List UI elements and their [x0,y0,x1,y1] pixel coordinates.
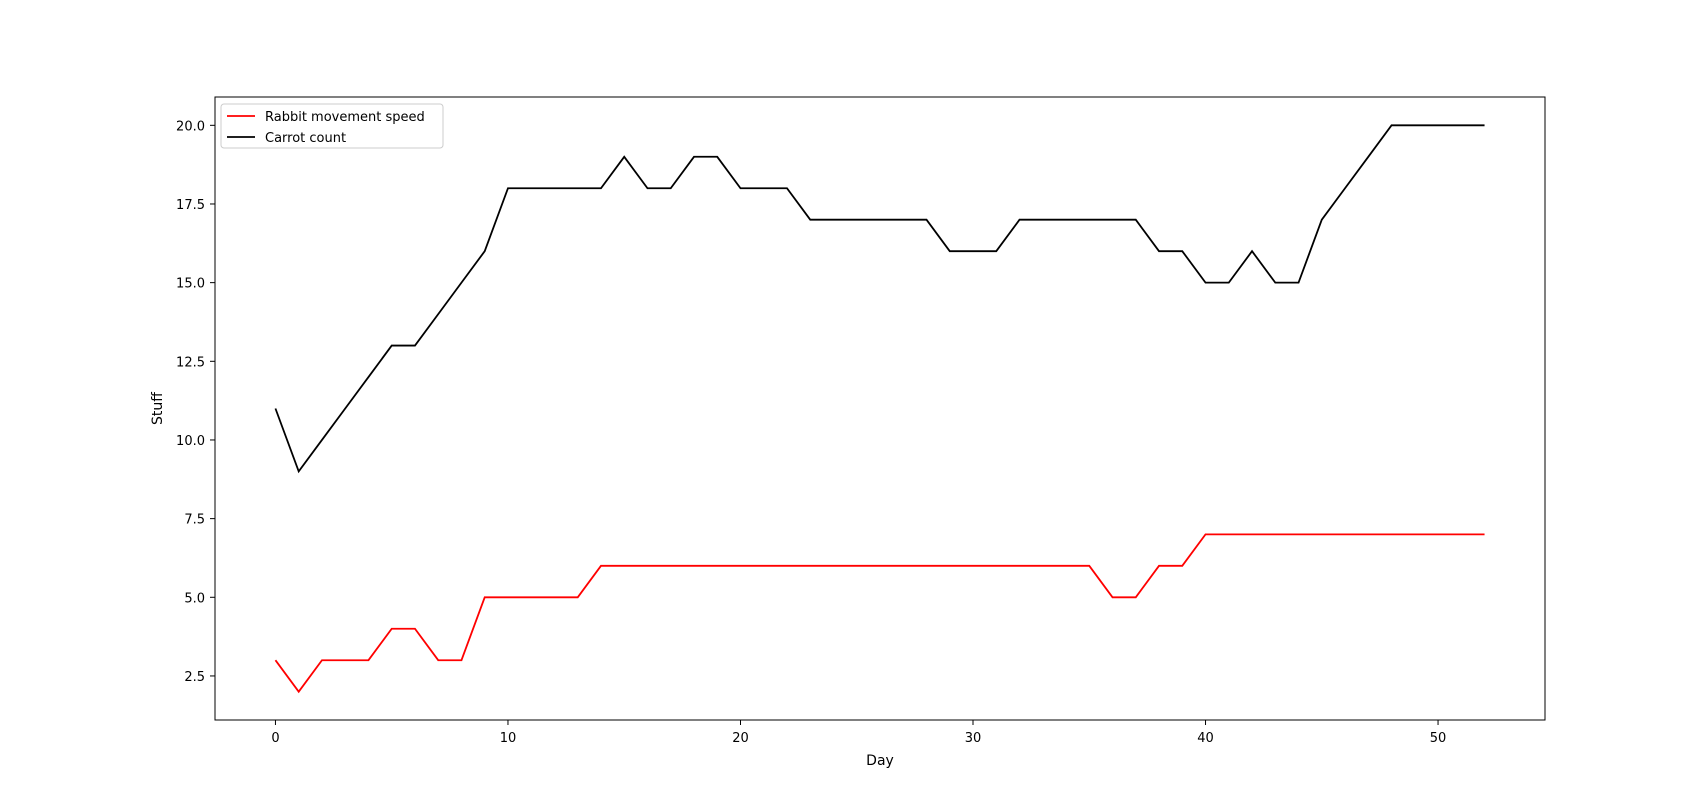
x-tick-label: 0 [271,731,279,746]
y-tick-label: 5.0 [184,591,205,606]
series-layer [274,124,1485,694]
legend-label-0: Rabbit movement speed [265,110,425,125]
legend-frame [220,103,444,149]
y-tick-label: 2.5 [184,670,205,685]
series-line-1 [274,124,1485,474]
plot-frame [214,96,1546,721]
y-axis: 2.5 5.0 7.5 10.0 12.5 15.0 17.5 20.0 [176,119,215,685]
y-axis-label: Stuff [150,392,166,425]
x-tick-label: 50 [1430,731,1447,746]
x-tick-label: 20 [732,731,749,746]
x-tick-label: 10 [500,731,517,746]
y-tick-label: 20.0 [176,119,205,134]
series-line-0 [274,533,1485,694]
x-axis: 0 10 20 30 40 50 [271,720,1446,746]
y-tick-label: 7.5 [184,513,205,528]
y-tick-label: 12.5 [176,355,205,370]
y-tick-label: 15.0 [176,277,205,292]
y-tick-label: 10.0 [176,434,205,449]
legend: Rabbit movement speed Carrot count [220,103,444,149]
x-axis-label: Day [866,753,894,769]
x-tick-label: 30 [965,731,982,746]
x-tick-label: 40 [1197,731,1214,746]
legend-label-1: Carrot count [265,131,346,146]
y-tick-label: 17.5 [176,198,205,213]
